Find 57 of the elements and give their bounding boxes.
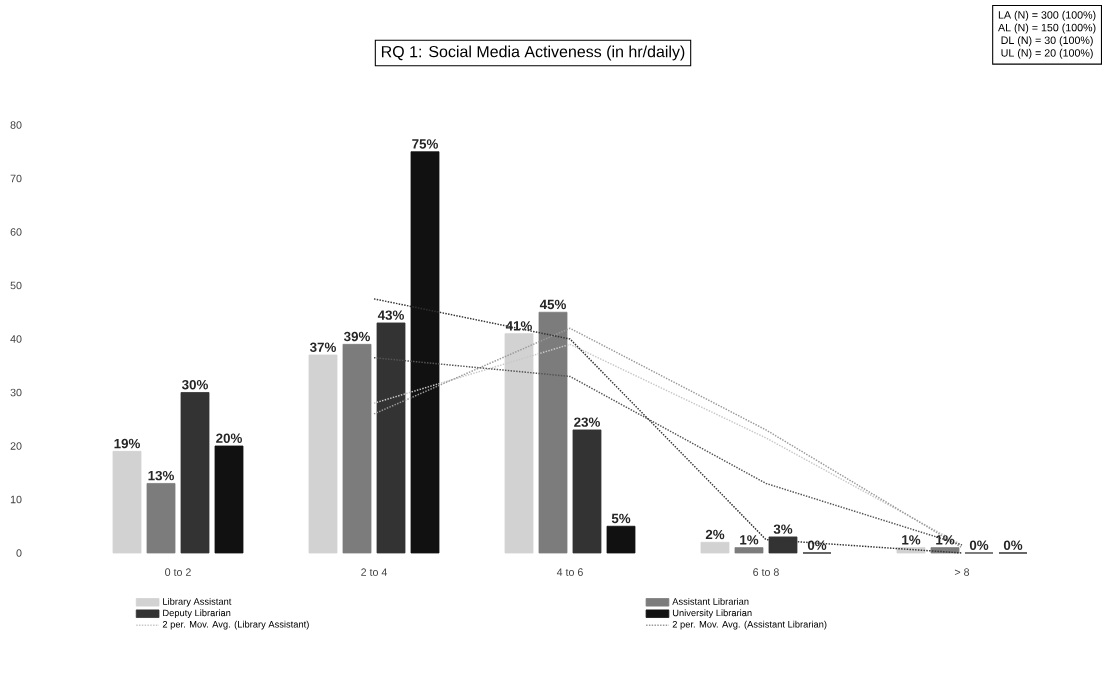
- legend-label: Deputy Librarian: [163, 609, 231, 619]
- x-tick-label: 0 to 2: [165, 568, 191, 576]
- x-tick-label: > 8: [954, 568, 970, 576]
- legend-label: 2 per. Mov. Avg. (Library Assistant): [162, 620, 309, 630]
- text: AL (N) = 150 (100%): [998, 23, 1096, 34]
- y-tick-label: 20: [10, 442, 22, 450]
- legend-label: Library Assistant: [163, 597, 232, 607]
- bar: [376, 322, 406, 554]
- text: LA (N) = 300 (100%): [998, 10, 1096, 21]
- bar: [410, 151, 440, 554]
- bar: [180, 392, 210, 554]
- legend-label: 2 per. Mov. Avg. (Assistant Librarian): [672, 620, 827, 630]
- y-tick-label: 70: [10, 174, 22, 183]
- bar: [606, 525, 636, 554]
- chart-title: RQ 1: Social Media Activeness (in hr/daily): [381, 45, 685, 61]
- x-tick-label: 4 to 6: [556, 568, 583, 576]
- data-label: 20%: [216, 433, 242, 443]
- bar: [308, 354, 338, 554]
- text: UL (N) = 20 (100%): [1001, 48, 1093, 59]
- y-tick-label: 0: [16, 549, 22, 557]
- bar: [146, 483, 176, 554]
- data-label: 13%: [148, 470, 174, 481]
- y-tick-label: 30: [10, 388, 22, 397]
- x-tick-label: 6 to 8: [753, 568, 779, 576]
- data-label: 45%: [539, 299, 566, 310]
- bar: [700, 541, 730, 554]
- data-label: 5%: [611, 513, 631, 524]
- data-label: 37%: [309, 342, 336, 352]
- bar: [214, 445, 244, 554]
- data-label: 23%: [574, 417, 600, 427]
- data-label: 1%: [740, 535, 759, 545]
- data-label: 0%: [969, 540, 989, 550]
- data-label: 0%: [807, 540, 827, 550]
- y-tick-label: 40: [10, 335, 22, 343]
- data-label: 0%: [1003, 540, 1023, 550]
- data-label: 19%: [114, 438, 140, 449]
- bar: [734, 547, 764, 554]
- data-label: 43%: [377, 310, 404, 320]
- bar: [112, 450, 142, 554]
- y-tick-label: 60: [10, 228, 22, 236]
- data-label: 75%: [412, 139, 438, 149]
- bar: [342, 343, 372, 554]
- data-label: 39%: [343, 331, 370, 342]
- y-tick-label: 10: [10, 495, 22, 504]
- data-label: 2%: [705, 529, 725, 540]
- legend-label: Assistant Librarian: [672, 597, 749, 605]
- y-tick-label: 50: [10, 281, 22, 290]
- data-label: 41%: [505, 321, 532, 331]
- x-tick-label: 2 to 4: [361, 568, 388, 576]
- bar: [572, 429, 602, 554]
- text: DL (N) = 30 (100%): [1001, 36, 1093, 47]
- legend-label: University Librarian: [672, 609, 752, 619]
- bar: [538, 311, 568, 554]
- data-label: 1%: [902, 535, 921, 545]
- y-tick-label: 80: [10, 121, 22, 129]
- data-label: 3%: [773, 524, 793, 534]
- data-label: 30%: [181, 379, 208, 390]
